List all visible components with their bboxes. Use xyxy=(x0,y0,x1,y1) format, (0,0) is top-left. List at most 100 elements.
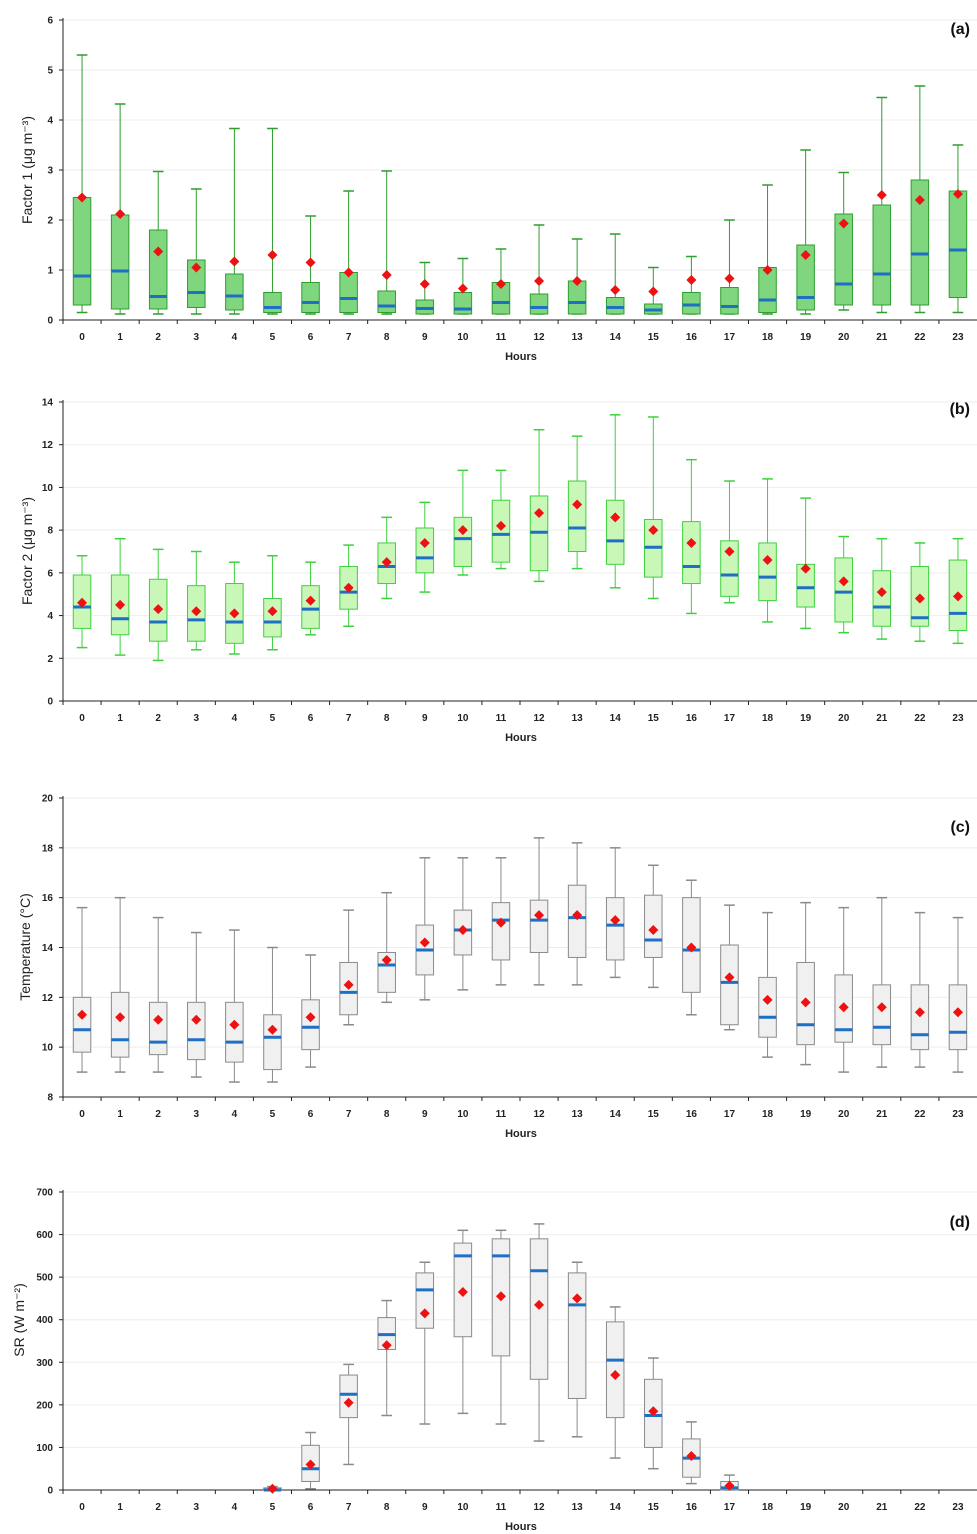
box-hour-12 xyxy=(529,1223,549,1442)
box-hour-23 xyxy=(948,537,968,645)
x-tick-label: 0 xyxy=(79,1109,85,1120)
box-hour-8 xyxy=(377,1299,396,1417)
box-iqr xyxy=(529,293,549,315)
mean-marker xyxy=(495,917,506,928)
mean-marker xyxy=(838,218,849,229)
box-iqr xyxy=(605,1321,625,1419)
box-hour-21 xyxy=(872,537,892,640)
box-hour-20 xyxy=(834,535,853,634)
mean-marker xyxy=(305,257,316,268)
box-iqr xyxy=(377,290,396,313)
box-iqr xyxy=(529,899,549,953)
mean-marker xyxy=(343,979,354,990)
y-tick-label: 0 xyxy=(47,1486,53,1497)
mean-marker xyxy=(153,1014,164,1025)
mean-marker xyxy=(495,520,506,531)
x-tick-label: 20 xyxy=(838,1109,850,1120)
mean-marker xyxy=(648,525,659,536)
box-hour-22 xyxy=(910,85,930,314)
box-iqr xyxy=(682,521,701,585)
box-hour-21 xyxy=(872,96,892,314)
box-hour-14 xyxy=(605,1306,625,1459)
mean-marker xyxy=(762,265,773,275)
x-tick-label: 13 xyxy=(572,1109,584,1120)
x-tick-label: 16 xyxy=(686,1109,698,1120)
y-tick-label: 18 xyxy=(42,843,54,854)
box-iqr xyxy=(301,585,320,629)
box-iqr xyxy=(148,1001,168,1056)
box-hour-2 xyxy=(148,916,168,1073)
mean-marker xyxy=(800,997,811,1008)
box-hour-8 xyxy=(377,170,396,315)
y-tick-label: 10 xyxy=(42,483,54,494)
box-hour-5 xyxy=(263,127,282,315)
mean-marker xyxy=(229,256,240,267)
box-hour-20 xyxy=(834,906,853,1073)
box-hour-16 xyxy=(682,255,701,315)
x-tick-label: 7 xyxy=(346,713,352,724)
y-tick-label: 700 xyxy=(36,1188,53,1199)
mean-marker xyxy=(534,910,545,921)
x-tick-label: 5 xyxy=(270,1502,276,1513)
box-hour-10 xyxy=(453,257,473,315)
x-tick-label: 1 xyxy=(117,713,123,724)
mean-marker xyxy=(419,937,430,948)
box-hour-12 xyxy=(529,224,549,315)
mean-marker xyxy=(914,195,925,205)
x-tick-label: 21 xyxy=(876,1502,888,1513)
x-tick-label: 1 xyxy=(117,332,123,343)
mean-marker xyxy=(229,608,240,619)
x-tick-label: 1 xyxy=(117,1109,123,1120)
y-tick-label: 16 xyxy=(42,893,54,904)
y-tick-label: 0 xyxy=(47,697,53,708)
x-tick-label: 23 xyxy=(952,1109,964,1120)
mean-marker xyxy=(381,270,392,280)
panel-c-xlabel: Hours xyxy=(505,1128,537,1140)
mean-marker xyxy=(381,1340,392,1351)
panel-c-label: (c) xyxy=(950,819,970,836)
box-hour-13 xyxy=(567,238,587,315)
x-tick-label: 16 xyxy=(686,332,698,343)
mean-marker xyxy=(534,276,545,286)
box-iqr xyxy=(453,516,473,567)
mean-marker xyxy=(648,286,659,297)
x-tick-label: 16 xyxy=(686,713,698,724)
x-tick-label: 4 xyxy=(232,1502,238,1513)
box-hour-17 xyxy=(720,904,739,1031)
box-iqr xyxy=(720,944,739,1026)
x-tick-label: 15 xyxy=(648,1109,660,1120)
panel-b-label: (b) xyxy=(950,401,970,418)
mean-marker xyxy=(686,537,697,548)
y-tick-label: 8 xyxy=(47,1093,53,1104)
box-hour-3 xyxy=(187,188,206,315)
box-hour-0 xyxy=(72,906,92,1073)
x-tick-label: 18 xyxy=(762,713,774,724)
x-tick-label: 12 xyxy=(533,1109,545,1120)
box-hour-2 xyxy=(148,548,168,662)
x-tick-label: 23 xyxy=(952,1502,964,1513)
box-iqr xyxy=(225,273,244,311)
x-tick-label: 6 xyxy=(308,1502,314,1513)
panel-b-ylabel: Factor 2 (μg m⁻³) xyxy=(19,497,35,605)
x-tick-label: 17 xyxy=(724,713,736,724)
box-hour-7 xyxy=(339,1363,358,1466)
mean-marker xyxy=(610,915,621,926)
mean-marker xyxy=(724,972,735,983)
y-tick-label: 10 xyxy=(42,1043,54,1054)
x-tick-label: 11 xyxy=(496,713,507,724)
x-tick-label: 8 xyxy=(384,1502,390,1513)
mean-marker xyxy=(229,1019,240,1030)
box-hour-22 xyxy=(910,542,930,642)
x-tick-label: 19 xyxy=(800,332,812,343)
box-hour-7 xyxy=(339,909,358,1026)
mean-marker xyxy=(381,954,392,965)
mean-marker xyxy=(495,1291,506,1302)
mean-marker xyxy=(267,250,278,260)
y-tick-label: 14 xyxy=(42,398,54,409)
box-iqr xyxy=(72,197,92,306)
x-tick-label: 3 xyxy=(194,713,200,724)
box-hour-11 xyxy=(491,1229,511,1425)
y-tick-label: 500 xyxy=(36,1273,53,1284)
